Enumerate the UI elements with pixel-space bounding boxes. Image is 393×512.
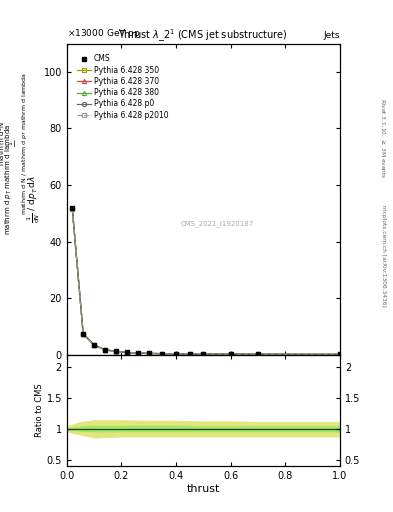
Text: Rivet 3.1.10, $\geq$ 3M events: Rivet 3.1.10, $\geq$ 3M events bbox=[379, 98, 387, 179]
Text: $\times$13000 GeV pp: $\times$13000 GeV pp bbox=[67, 27, 140, 40]
X-axis label: thrust: thrust bbox=[187, 483, 220, 494]
Y-axis label: $\frac{1}{\mathrm{d}N}$ / $\mathrm{d}p_T\,\mathrm{d}\lambda$: $\frac{1}{\mathrm{d}N}$ / $\mathrm{d}p_T… bbox=[26, 175, 42, 223]
Text: mathrm d $p_T$ mathrm d lambda: mathrm d $p_T$ mathrm d lambda bbox=[4, 123, 14, 235]
Text: mcplots.cern.ch [arXiv:1306.3436]: mcplots.cern.ch [arXiv:1306.3436] bbox=[381, 205, 386, 307]
Text: 1
──
mathrm d N / mathrm d $p_T$ mathrm d lambda: 1 ── mathrm d N / mathrm d $p_T$ mathrm … bbox=[8, 72, 29, 215]
Y-axis label: Ratio to CMS: Ratio to CMS bbox=[35, 383, 44, 437]
Text: CMS_2021_I1920187: CMS_2021_I1920187 bbox=[180, 221, 253, 227]
Text: mathrm $d^2$N: mathrm $d^2$N bbox=[0, 121, 7, 166]
Title: Thrust $\lambda\_2^1$ (CMS jet substructure): Thrust $\lambda\_2^1$ (CMS jet substruct… bbox=[118, 27, 288, 44]
Text: Jets: Jets bbox=[323, 31, 340, 40]
Legend: CMS, Pythia 6.428 350, Pythia 6.428 370, Pythia 6.428 380, Pythia 6.428 p0, Pyth: CMS, Pythia 6.428 350, Pythia 6.428 370,… bbox=[76, 54, 169, 120]
